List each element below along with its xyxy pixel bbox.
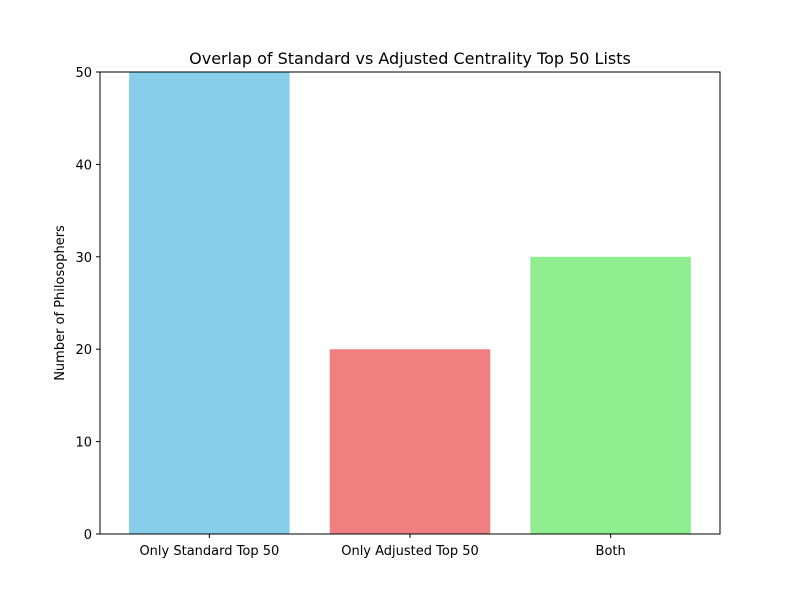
x-tick-label: Both bbox=[596, 544, 626, 559]
x-tick-label: Only Standard Top 50 bbox=[139, 544, 279, 559]
bar-2 bbox=[530, 256, 691, 534]
y-axis-ticks: 0 10 20 30 40 50 bbox=[75, 66, 100, 543]
bar-0 bbox=[129, 72, 290, 534]
x-axis-ticks: Only Standard Top 50 Only Adjusted Top 50… bbox=[139, 534, 626, 559]
bars-group bbox=[129, 72, 691, 534]
plot-frame bbox=[99, 71, 721, 535]
y-tick-label: 40 bbox=[75, 158, 92, 173]
y-tick-label: 50 bbox=[75, 66, 92, 81]
bar-1 bbox=[329, 349, 491, 534]
y-tick-label: 20 bbox=[75, 343, 92, 358]
y-tick-label: 30 bbox=[75, 251, 92, 266]
y-tick-label: 10 bbox=[75, 436, 92, 451]
chart-title: Overlap of Standard vs Adjusted Centrali… bbox=[189, 49, 631, 68]
x-tick-label: Only Adjusted Top 50 bbox=[341, 544, 479, 559]
y-tick-label: 0 bbox=[84, 528, 92, 543]
y-axis-title: Number of Philosophers bbox=[53, 225, 68, 381]
